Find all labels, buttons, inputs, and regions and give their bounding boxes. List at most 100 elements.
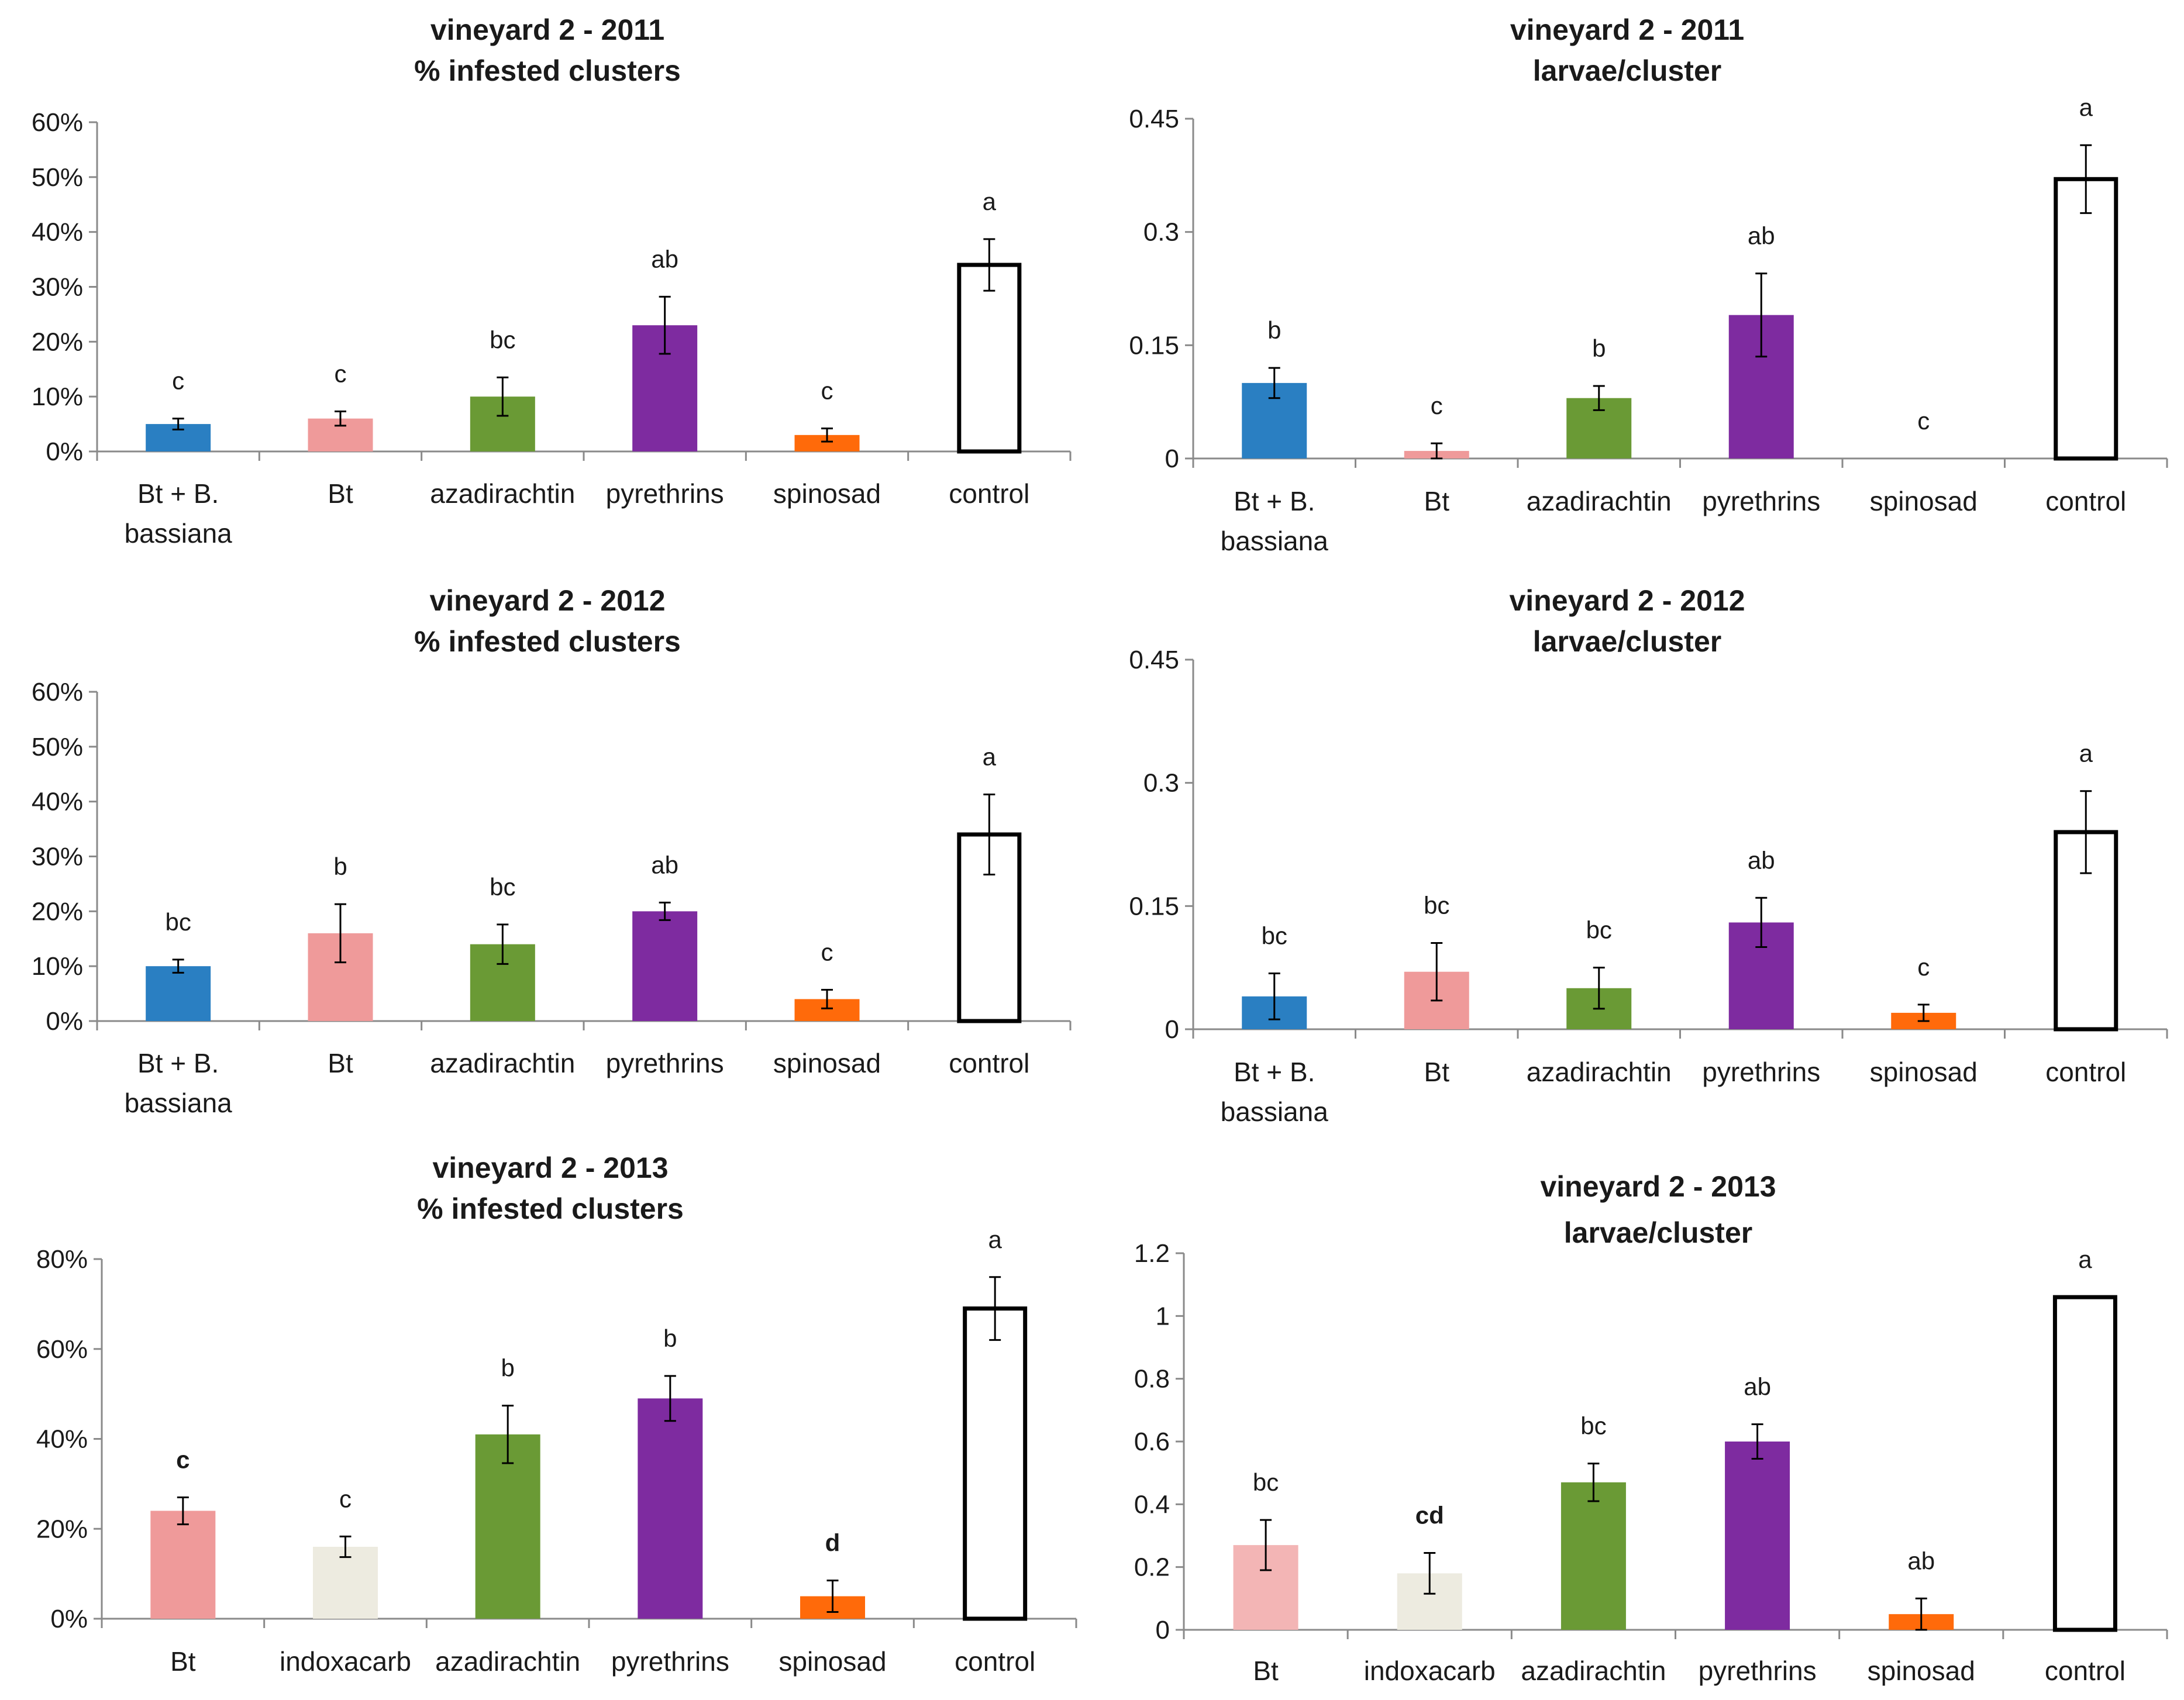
significance-letter: c <box>1917 407 1930 435</box>
error-bar <box>497 923 509 965</box>
significance-letter: bc <box>1253 1468 1279 1496</box>
x-category-label: Bt + B. <box>137 1048 219 1078</box>
bar-bt <box>150 1511 216 1619</box>
y-tick-label: 0.15 <box>1129 892 1179 920</box>
significance-letter: c <box>1917 953 1930 981</box>
chart-2012-larvae-per-cluster: vineyard 2 - 2012 larvae/cluster 0 0.15 0.… <box>1129 584 2168 1127</box>
significance-letter: b <box>1592 335 1606 362</box>
x-category-label: spinosad <box>773 1048 881 1078</box>
error-bar <box>172 958 184 974</box>
error-bar <box>172 418 184 430</box>
x-category-label: spinosad <box>778 1646 886 1677</box>
x-category-label: azadirachtin <box>430 1048 575 1078</box>
chart-subtitle: % infested clusters <box>417 1192 684 1225</box>
y-tick-label: 0 <box>1156 1616 1170 1644</box>
y-tick-label: 0% <box>46 1007 83 1036</box>
significance-letter: cd <box>1415 1502 1444 1529</box>
x-category-label: Bt <box>328 478 353 509</box>
error-bar <box>983 793 995 875</box>
chart-subtitle: % infested clusters <box>414 54 681 87</box>
x-category-label: bassiana <box>1221 1096 1329 1127</box>
x-category-label: azadirachtin <box>1527 1057 1672 1087</box>
x-category-label: pyrethrins <box>606 478 724 509</box>
x-category-label: bassiana <box>125 518 233 549</box>
y-tick-label: 0% <box>46 437 83 466</box>
x-category-label: bassiana <box>125 1088 233 1118</box>
y-tick-label: 0.15 <box>1129 331 1179 360</box>
y-tick-label: 10% <box>32 952 83 981</box>
x-category-label: control <box>2045 1057 2126 1087</box>
significance-letter: ab <box>1907 1547 1935 1574</box>
error-bar <box>1431 442 1443 460</box>
significance-letter: b <box>333 853 347 880</box>
significance-letter: c <box>821 939 833 966</box>
bar-azadirachtin <box>1561 1482 1626 1630</box>
chart-title: vineyard 2 - 2013 <box>1540 1170 1776 1203</box>
significance-letter: b <box>501 1354 514 1382</box>
significance-letter: c <box>1431 392 1443 419</box>
significance-letter: ab <box>1744 1373 1771 1400</box>
significance-letter: a <box>988 1226 1002 1253</box>
error-bar <box>1260 1519 1272 1571</box>
y-tick-label: 50% <box>32 163 83 192</box>
significance-letter: c <box>172 367 184 395</box>
error-bar <box>502 1405 514 1464</box>
x-category-label: pyrethrins <box>606 1048 724 1078</box>
y-tick-label: 0.2 <box>1134 1553 1170 1582</box>
x-category-label: spinosad <box>1870 486 1978 516</box>
x-category-label: azadirachtin <box>1527 486 1672 516</box>
y-tick-label: 40% <box>32 788 83 816</box>
error-bar <box>2080 790 2092 874</box>
x-category-label: control <box>949 1048 1029 1078</box>
x-category-label: bassiana <box>1221 526 1329 556</box>
y-tick-label: 30% <box>32 273 83 302</box>
x-category-label: control <box>2045 486 2126 516</box>
chart-2011-infested-clusters: vineyard 2 - 2011 % infested clusters 0%… <box>32 13 1072 549</box>
error-bar <box>339 1535 352 1558</box>
bar-azadirachtin <box>475 1434 540 1619</box>
error-bar <box>1268 367 1280 399</box>
y-tick-label: 0 <box>1165 1015 1179 1044</box>
x-category-label: indoxacarb <box>1364 1656 1496 1686</box>
x-category-label: spinosad <box>1868 1656 1975 1686</box>
chart-title: vineyard 2 - 2011 <box>430 13 664 46</box>
x-category-label: Bt <box>1424 1057 1450 1087</box>
bar-pyrethrins <box>1725 1442 1790 1630</box>
error-bar <box>1587 1463 1600 1502</box>
chart-title: vineyard 2 - 2012 <box>1509 584 1745 617</box>
bar-control <box>2054 177 2118 461</box>
x-category-label: Bt <box>328 1048 353 1078</box>
chart-title: vineyard 2 - 2011 <box>1510 13 1744 46</box>
y-tick-label: 0.3 <box>1143 218 1179 247</box>
chart-subtitle: larvae/cluster <box>1533 625 1721 658</box>
error-bar <box>1593 385 1605 411</box>
bar-control <box>963 1306 1028 1621</box>
significance-letter: c <box>821 377 833 405</box>
chart-subtitle: % infested clusters <box>414 625 681 658</box>
x-category-label: indoxacarb <box>280 1646 411 1677</box>
y-tick-label: 0.45 <box>1129 646 1179 674</box>
error-bar <box>497 376 509 417</box>
error-bar <box>1917 1004 1930 1022</box>
bar-control <box>957 263 1022 454</box>
error-bar <box>335 903 346 964</box>
significance-letter: d <box>825 1529 840 1557</box>
y-tick-label: 40% <box>36 1425 88 1454</box>
x-category-label: control <box>955 1646 1035 1677</box>
x-category-label: pyrethrins <box>611 1646 729 1677</box>
error-bar <box>659 901 671 921</box>
bar-pyrethrins <box>638 1398 703 1619</box>
chart-2013-infested-clusters: vineyard 2 - 2013 % infested clusters 0%… <box>36 1151 1077 1677</box>
chart-2011-larvae-per-cluster: vineyard 2 - 2011 larvae/cluster 0 0.15 0.… <box>1129 13 2168 556</box>
x-category-label: control <box>949 478 1029 509</box>
significance-letter: c <box>335 360 347 388</box>
y-tick-label: 0.4 <box>1134 1490 1170 1519</box>
significance-letter: a <box>2079 740 2093 767</box>
y-tick-label: 0.8 <box>1134 1365 1170 1394</box>
error-bar <box>826 1580 839 1613</box>
significance-letter: bc <box>490 326 515 353</box>
significance-letter: bc <box>1424 892 1449 919</box>
error-bar <box>821 427 833 443</box>
